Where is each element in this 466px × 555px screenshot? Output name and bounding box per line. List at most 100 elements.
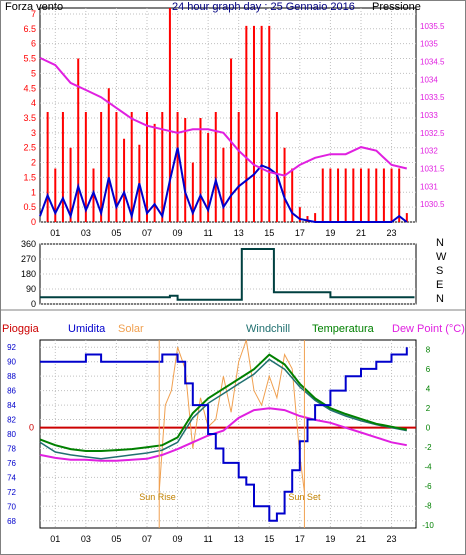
chart3-x-tick: 17: [295, 534, 305, 544]
chart1-left-tick: 5.5: [23, 54, 36, 64]
windchill-line: [39, 358, 407, 460]
chart1-left-tick: 0: [31, 217, 36, 227]
chart3-x-tick: 03: [81, 534, 91, 544]
chart3-right-tick: 0: [426, 424, 431, 433]
chart2-left-tick: 360: [21, 239, 36, 249]
chart2-plot-area: [39, 243, 417, 305]
chart1-x-tick: 15: [264, 228, 274, 238]
chart1-right-tick: 1032.5: [420, 129, 445, 138]
chart3-legend-item: Pioggia: [2, 323, 40, 335]
chart3-left-tick: 78: [7, 444, 16, 453]
chart3-left-tick: 72: [7, 488, 16, 497]
chart1-right-tick: 1032: [420, 147, 438, 156]
chart1-left-tick: 6.5: [23, 24, 36, 34]
chart3-legend-item: Temperatura: [312, 323, 375, 335]
rain-axis-label: 0: [29, 423, 34, 433]
chart1-left-tick: 4.5: [23, 83, 36, 93]
chart1-left-tick: 3: [31, 128, 36, 138]
chart1-left-tick: 4: [31, 98, 36, 108]
chart1-left-tick: 5: [31, 68, 36, 78]
chart3-right-tick: -8: [424, 502, 432, 511]
chart1-lines: [39, 56, 408, 223]
chart3-left-tick: 80: [7, 430, 16, 439]
chart3-annotations: Sun Rise Sun Set: [139, 340, 321, 528]
chart1-x-tick: 17: [295, 228, 305, 238]
chart3-left-axis-ticks: 68 70 72 74 76 78 80 82 84 86 88 90 92 0: [7, 343, 34, 526]
chart3-right-tick: -6: [424, 482, 432, 491]
chart1-left-tick: 0.5: [23, 202, 36, 212]
chart3-right-tick: -2: [424, 443, 432, 452]
chart2-lines: [40, 248, 415, 301]
chart1-right-tick: 1035.5: [420, 22, 445, 31]
chart1-x-tick: 07: [142, 228, 152, 238]
chart2-left-tick: 180: [21, 269, 36, 279]
chart2-direction-label: N: [436, 237, 444, 249]
chart3-left-tick: 92: [7, 343, 16, 352]
chart1-right-tick: 1035: [420, 40, 438, 49]
chart1-right-tick: 1034.5: [420, 58, 445, 67]
chart3-legend: Pioggia Umidita Solar Windchill Temperatura D…: [2, 323, 465, 335]
chart3-x-tick: 19: [325, 534, 335, 544]
chart1-right-tick: 1033: [420, 111, 438, 120]
chart1-right-tick: 1030.5: [420, 200, 445, 209]
chart3-plot-area: [39, 339, 417, 529]
chart2-left-tick: 270: [21, 254, 36, 264]
chart3-x-tick: 05: [111, 534, 121, 544]
chart3-right-axis-ticks: -10 -8 -6 -4 -2 0 2 4 6 8: [422, 346, 434, 530]
chart1-x-axis-ticks: 01 03 05 07 09 11 13 15 17 19 21 23: [50, 228, 396, 238]
chart1-x-tick: 19: [325, 228, 335, 238]
chart1-left-label: Forza vento: [5, 1, 63, 13]
chart3-right-tick: 2: [426, 404, 431, 413]
chart1-title: 24 hour graph day : 25 Gennaio 2016: [172, 1, 355, 13]
chart1-left-axis-ticks: 0 0.5 1 1.5 2 2.5 3 3.5 4 4.5 5 5.5 6 6.5 7: [23, 9, 36, 227]
chart1-left-tick: 1: [31, 187, 36, 197]
chart3-lines: [39, 339, 416, 522]
chart3-x-tick: 23: [387, 534, 397, 544]
chart3-left-tick: 84: [7, 401, 16, 410]
chart3-legend-item: Umidita: [68, 323, 106, 335]
chart3-left-tick: 86: [7, 387, 16, 396]
chart1-x-tick: 05: [111, 228, 121, 238]
sunset-label: Sun Set: [288, 492, 321, 502]
chart1-x-tick: 21: [356, 228, 366, 238]
chart3-left-tick: 88: [7, 372, 16, 381]
chart3-left-tick: 82: [7, 416, 16, 425]
chart3-x-tick: 07: [142, 534, 152, 544]
chart3-x-tick: 09: [173, 534, 183, 544]
chart1-right-axis-ticks: 1030.5 1031 1031.5 1032 1032.5 1033 1033.5 1034…: [420, 22, 445, 209]
chart2-left-axis-ticks: 0 90 180 270 360: [21, 239, 36, 309]
wind-direction-line: [40, 248, 415, 301]
chart1-left-tick: 2.5: [23, 143, 36, 153]
chart2-direction-label: N: [436, 293, 444, 305]
chart1-left-tick: 1.5: [23, 172, 36, 182]
chart1-left-tick: 2: [31, 158, 36, 168]
chart3-left-tick: 76: [7, 459, 16, 468]
chart2-left-tick: 90: [26, 284, 36, 294]
sunrise-label: Sun Rise: [139, 492, 176, 502]
temperature-line: [39, 353, 407, 452]
chart1-right-tick: 1031.5: [420, 165, 445, 174]
chart3-left-tick: 70: [7, 502, 16, 511]
chart1-plot-area: [39, 7, 417, 223]
chart1-x-tick: 03: [81, 228, 91, 238]
chart1-right-label: Pressione: [372, 1, 421, 13]
chart3-x-tick: 15: [264, 534, 274, 544]
humidity-line: [40, 347, 408, 522]
chart1-x-tick: 09: [173, 228, 183, 238]
chart3-x-tick: 21: [356, 534, 366, 544]
chart1-left-tick: 7: [31, 9, 36, 19]
chart3-right-tick: -4: [424, 463, 432, 472]
chart2-direction-label: E: [436, 279, 443, 291]
chart1-x-tick: 13: [234, 228, 244, 238]
chart3-right-tick: 4: [426, 385, 431, 394]
wind-average-line: [39, 147, 408, 223]
chart3-left-tick: 68: [7, 517, 16, 526]
chart3-right-tick: 8: [426, 346, 431, 355]
pressure-line: [39, 56, 408, 177]
chart3-grid: [40, 340, 416, 528]
chart3-x-tick: 13: [234, 534, 244, 544]
chart1-x-tick: 01: [50, 228, 60, 238]
